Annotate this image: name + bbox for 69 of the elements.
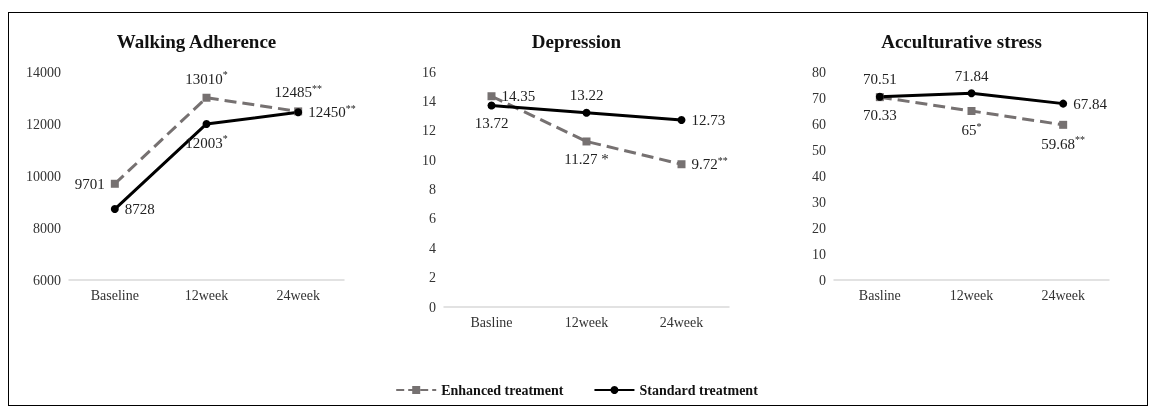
point bbox=[110, 205, 119, 214]
y-tick-label: 14000 bbox=[26, 64, 61, 80]
chart-title: Walking Adherence bbox=[116, 31, 277, 52]
point bbox=[202, 93, 211, 102]
y-tick-label: 4 bbox=[429, 240, 436, 256]
data-label: 9.72** bbox=[691, 154, 728, 173]
y-tick-label: 16 bbox=[422, 64, 436, 80]
y-tick-label: 30 bbox=[812, 194, 826, 210]
y-tick-label: 8000 bbox=[33, 220, 61, 236]
y-tick-label: 2 bbox=[429, 270, 436, 286]
data-label: 9701 bbox=[74, 175, 105, 192]
data-label: 13010* bbox=[185, 69, 228, 87]
y-tick-label: 12 bbox=[422, 123, 436, 139]
x-tick-label: 12week bbox=[564, 314, 609, 330]
x-tick-label: 24week bbox=[1041, 287, 1085, 303]
legend-label: Enhanced treatment bbox=[441, 382, 564, 398]
data-label: 67.84 bbox=[1073, 95, 1108, 112]
point bbox=[202, 119, 211, 128]
x-tick-label: Baseline bbox=[90, 287, 139, 303]
y-tick-label: 12000 bbox=[26, 116, 61, 132]
data-label: 71.84 bbox=[954, 67, 989, 84]
y-tick-label: 0 bbox=[819, 272, 826, 288]
x-tick-label: 12week bbox=[949, 287, 994, 303]
point bbox=[487, 92, 496, 101]
data-label: 12485** bbox=[274, 82, 322, 101]
point bbox=[677, 160, 686, 169]
data-label: 13.22 bbox=[569, 87, 604, 104]
data-label: 12450** bbox=[308, 102, 356, 121]
y-tick-label: 10 bbox=[422, 152, 436, 168]
y-tick-label: 6000 bbox=[33, 272, 61, 288]
data-label: 14.35 bbox=[501, 88, 536, 105]
legend-label: Standard treatment bbox=[639, 382, 759, 398]
y-tick-label: 14 bbox=[422, 93, 436, 109]
data-label: 59.68** bbox=[1041, 134, 1086, 152]
data-label: 70.51 bbox=[862, 71, 897, 88]
x-tick-label: Basline bbox=[858, 287, 901, 303]
data-label: 12.73 bbox=[691, 112, 726, 129]
chart-title: Acculturative stress bbox=[881, 31, 1042, 52]
data-label: 13.72 bbox=[474, 114, 509, 131]
y-tick-label: 0 bbox=[429, 299, 436, 315]
y-tick-label: 40 bbox=[812, 168, 826, 184]
data-label: 65* bbox=[961, 120, 982, 138]
data-label: 11.27 * bbox=[564, 150, 609, 167]
y-tick-label: 60 bbox=[812, 116, 826, 132]
x-tick-label: 24week bbox=[659, 314, 704, 330]
point bbox=[487, 101, 496, 110]
data-label: 12003* bbox=[185, 133, 228, 151]
y-tick-label: 10000 bbox=[26, 168, 61, 184]
x-tick-label: 24week bbox=[276, 287, 320, 303]
y-tick-label: 10 bbox=[812, 246, 826, 262]
point bbox=[582, 108, 591, 117]
y-tick-label: 6 bbox=[429, 211, 436, 227]
point bbox=[1059, 99, 1068, 108]
x-tick-label: 12week bbox=[184, 287, 229, 303]
y-tick-label: 20 bbox=[812, 220, 826, 236]
point bbox=[582, 137, 591, 146]
chart-title: Depression bbox=[531, 31, 622, 52]
point bbox=[967, 107, 976, 115]
y-tick-label: 80 bbox=[812, 64, 826, 80]
point bbox=[110, 179, 119, 188]
y-tick-label: 8 bbox=[429, 182, 436, 197]
y-tick-label: 70 bbox=[812, 90, 826, 106]
data-label: 8728 bbox=[124, 201, 155, 218]
x-tick-label: Basline bbox=[470, 314, 513, 330]
point bbox=[677, 116, 686, 125]
y-tick-label: 50 bbox=[812, 142, 826, 158]
point bbox=[1059, 120, 1068, 129]
data-label: 70.33 bbox=[862, 106, 897, 123]
point bbox=[967, 89, 976, 98]
